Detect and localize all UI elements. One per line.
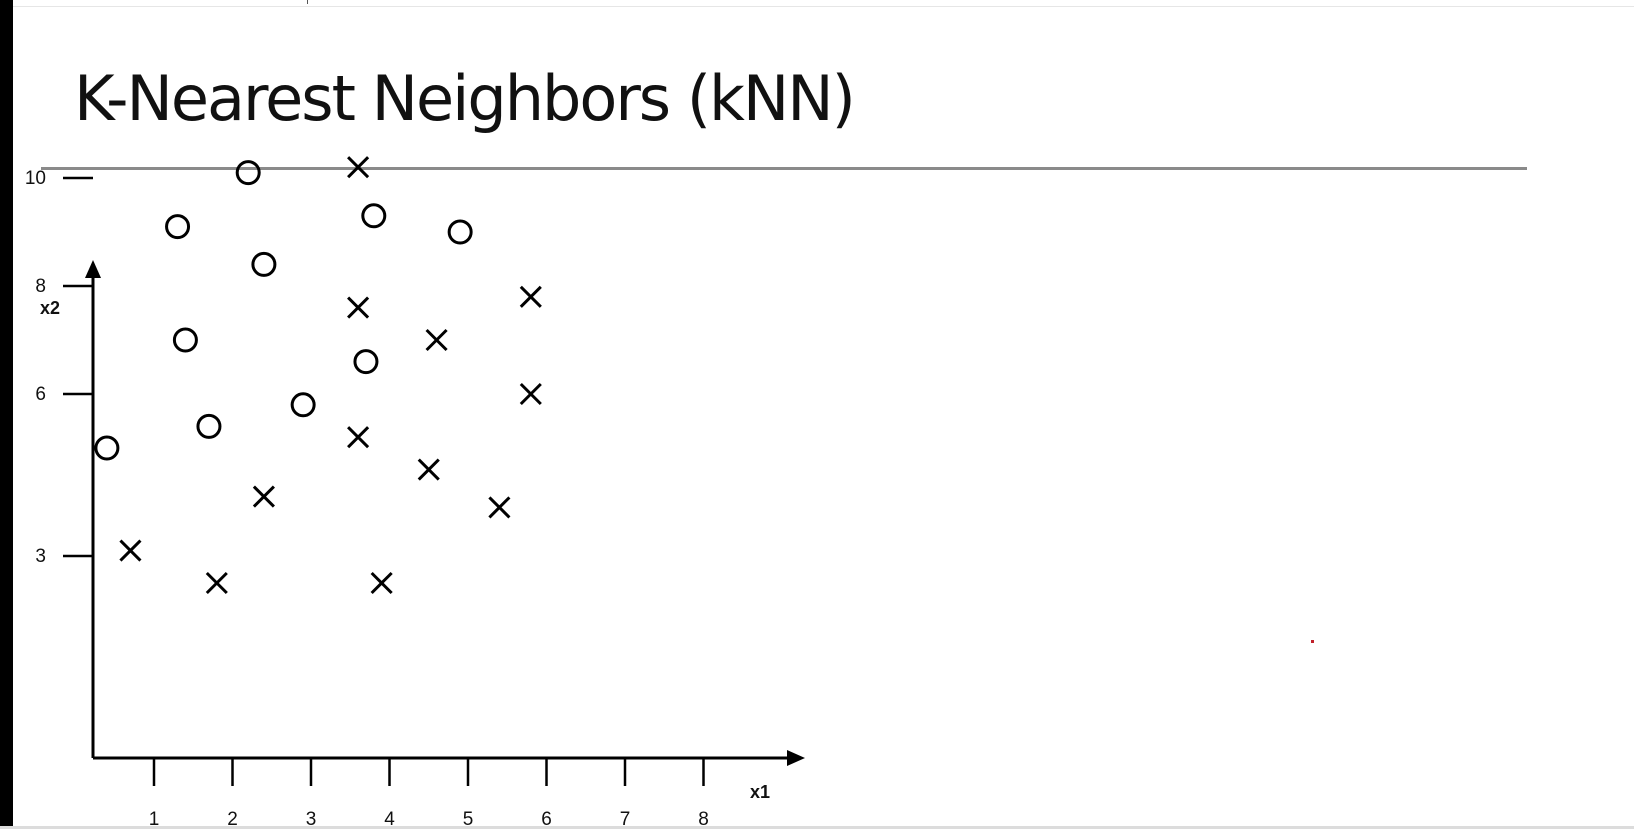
x-axis-label: x1: [750, 782, 770, 802]
chart-marks: [94, 156, 542, 595]
x-point-stroke: [205, 571, 228, 595]
x-point: [347, 156, 370, 179]
circle-point: [235, 160, 261, 186]
y-tick-label: 6: [35, 384, 46, 405]
x-tick-label: 3: [306, 809, 317, 829]
y-tick-label: 8: [35, 276, 46, 297]
x-point: [205, 571, 228, 595]
x-tick-label: 6: [541, 809, 552, 829]
x-point: [417, 458, 440, 481]
x-point-stroke: [252, 485, 275, 508]
circle-point: [447, 219, 473, 245]
top-cursor-mark: [307, 0, 308, 4]
bottom-border-strip: [0, 826, 1634, 829]
x-point: [519, 382, 542, 406]
x-axis-arrow: [787, 750, 805, 766]
circle-point: [361, 203, 387, 229]
y-tick-label: 3: [35, 546, 46, 567]
circle-point: [353, 349, 379, 375]
top-border-line: [13, 6, 1634, 7]
title-underline: [41, 167, 1527, 170]
x-point-stroke: [347, 426, 370, 449]
slide-title: K-Nearest Neighbors (kNN): [74, 62, 856, 135]
x-point-stroke: [519, 382, 542, 406]
x-point-stroke: [519, 285, 542, 308]
x-point: [425, 328, 448, 352]
x-point: [347, 426, 370, 449]
red-laser-dot: [1311, 640, 1314, 643]
x-point: [347, 296, 370, 319]
x-tick-label: 8: [698, 809, 709, 829]
x-point-stroke: [347, 296, 370, 319]
x-point: [519, 285, 542, 308]
circle-point: [165, 214, 191, 240]
y-axis-label: x2: [40, 298, 60, 318]
x-point-stroke: [417, 458, 440, 481]
x-tick-label: 1: [149, 809, 160, 829]
x-tick-label: 4: [384, 809, 395, 829]
circle-point: [196, 413, 222, 439]
circle-point: [251, 251, 277, 277]
chart-axes: 1 2 3 4 5 6 7 8 3 6 8 10 x1 x2: [25, 168, 805, 829]
x-point-stroke: [425, 328, 448, 352]
x-point-stroke: [488, 496, 511, 519]
x-point: [252, 485, 275, 508]
x-point-stroke: [347, 156, 370, 179]
x-tick-label: 7: [620, 809, 631, 829]
circle-point: [290, 392, 316, 418]
y-tick-label: 10: [25, 168, 46, 189]
left-black-bar: [0, 0, 13, 829]
x-tick-label: 5: [463, 809, 474, 829]
y-axis-arrow: [85, 260, 101, 278]
x-point: [119, 539, 142, 562]
x-point-stroke: [370, 571, 393, 595]
circle-point: [94, 435, 120, 461]
x-point-stroke: [119, 539, 142, 562]
x-point: [488, 496, 511, 519]
x-tick-label: 2: [227, 809, 238, 829]
circle-point: [172, 327, 198, 353]
x-point: [370, 571, 393, 595]
